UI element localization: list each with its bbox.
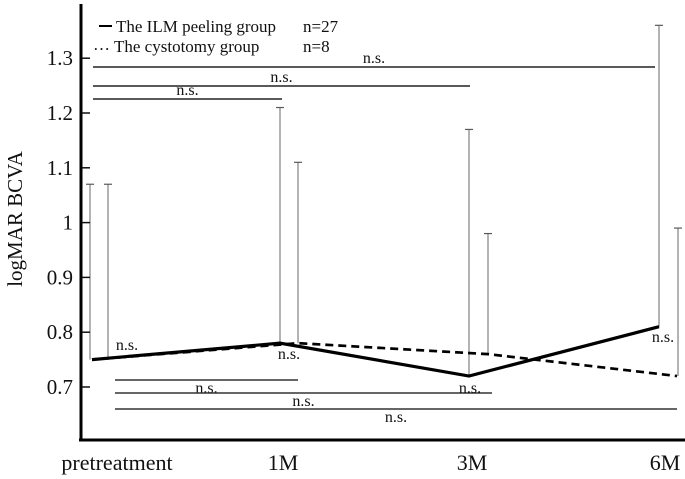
y-tick-label: 1.1	[47, 156, 73, 180]
x-tick-label: 6M	[650, 450, 681, 475]
series-line-cystotomy	[91, 341, 678, 378]
legend-count-cystotomy: n=8	[303, 37, 330, 56]
y-tick-label: 0.7	[47, 375, 73, 399]
legend-label-ilm-peeling: The ILM peeling group	[116, 17, 276, 36]
y-axis-title: logMAR BCVA	[3, 150, 27, 286]
x-tick-label: 3M	[457, 450, 488, 475]
y-tick-label: 1	[63, 211, 74, 235]
ns-label-point: n.s.	[116, 337, 138, 354]
x-tick-label: pretreatment	[61, 450, 172, 475]
ns-label-point: n.s.	[278, 346, 300, 363]
legend-count-ilm-peeling: n=27	[303, 17, 339, 36]
legend-dotted-icon: …	[93, 35, 110, 54]
y-tick-label: 0.9	[47, 265, 73, 289]
ns-label-bottom: n.s.	[195, 380, 217, 397]
series-line-ilm-peeling	[91, 325, 660, 378]
ns-label-bottom: n.s.	[385, 409, 407, 426]
y-tick-label: 0.8	[47, 320, 73, 344]
ns-label-top: n.s.	[176, 82, 198, 99]
legend-label-cystotomy: The cystotomy group	[114, 37, 259, 56]
ns-label-top: n.s.	[363, 50, 385, 67]
y-tick-label: 1.2	[47, 101, 73, 125]
x-tick-label: 1M	[268, 450, 299, 475]
ns-label-point: n.s.	[459, 380, 481, 397]
ns-label-point: n.s.	[652, 329, 674, 346]
y-tick-label: 1.3	[47, 46, 73, 70]
ns-label-bottom: n.s.	[292, 393, 314, 410]
ns-label-top: n.s.	[270, 69, 292, 86]
